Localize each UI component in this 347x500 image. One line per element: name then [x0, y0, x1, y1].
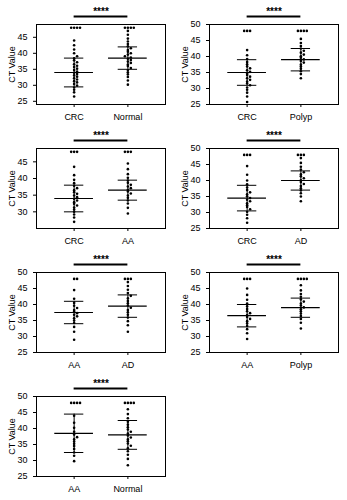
svg-text:Polyp: Polyp [290, 112, 313, 122]
svg-text:35: 35 [190, 191, 200, 201]
svg-text:40: 40 [190, 299, 200, 309]
svg-text:AA: AA [68, 484, 80, 494]
svg-text:40: 40 [17, 48, 27, 58]
svg-text:AD: AD [122, 360, 135, 370]
svg-text:30: 30 [190, 207, 200, 217]
svg-text:40: 40 [190, 51, 200, 61]
svg-text:Normal: Normal [113, 484, 142, 494]
svg-text:45: 45 [17, 407, 27, 417]
svg-text:35: 35 [190, 315, 200, 325]
svg-text:CT Value: CT Value [7, 46, 17, 83]
svg-text:50: 50 [17, 391, 27, 401]
svg-text:****: **** [266, 254, 282, 265]
svg-text:CRC: CRC [64, 112, 84, 122]
svg-text:45: 45 [17, 32, 27, 42]
svg-text:45: 45 [17, 157, 27, 167]
svg-text:CT Value: CT Value [7, 170, 17, 207]
svg-text:Polyp: Polyp [290, 360, 313, 370]
svg-text:****: **** [266, 130, 282, 141]
svg-text:35: 35 [17, 190, 27, 200]
svg-text:CT Value: CT Value [180, 170, 190, 207]
svg-text:50: 50 [17, 267, 27, 277]
svg-text:25: 25 [190, 347, 200, 357]
svg-text:****: **** [266, 6, 282, 17]
svg-text:CT Value: CT Value [7, 418, 17, 455]
svg-text:35: 35 [17, 439, 27, 449]
svg-text:40: 40 [17, 173, 27, 183]
svg-text:45: 45 [190, 35, 200, 45]
svg-text:40: 40 [190, 175, 200, 185]
svg-text:CRC: CRC [237, 236, 257, 246]
svg-text:50: 50 [190, 143, 200, 153]
svg-text:****: **** [93, 6, 109, 17]
svg-text:45: 45 [17, 283, 27, 293]
svg-text:30: 30 [17, 455, 27, 465]
svg-text:50: 50 [190, 267, 200, 277]
svg-text:****: **** [93, 378, 109, 389]
svg-text:CT Value: CT Value [180, 46, 190, 83]
svg-text:Normal: Normal [113, 112, 142, 122]
svg-text:****: **** [93, 254, 109, 265]
svg-text:CT Value: CT Value [180, 294, 190, 331]
svg-text:AA: AA [241, 360, 253, 370]
svg-text:CRC: CRC [64, 236, 84, 246]
svg-text:30: 30 [17, 207, 27, 217]
svg-text:45: 45 [190, 159, 200, 169]
svg-text:30: 30 [190, 83, 200, 93]
svg-text:25: 25 [190, 223, 200, 233]
svg-text:40: 40 [17, 299, 27, 309]
svg-text:35: 35 [17, 315, 27, 325]
svg-text:AA: AA [122, 236, 134, 246]
svg-text:25: 25 [190, 99, 200, 109]
svg-text:50: 50 [190, 19, 200, 29]
svg-text:CRC: CRC [237, 112, 257, 122]
svg-text:****: **** [93, 130, 109, 141]
svg-text:30: 30 [17, 80, 27, 90]
svg-text:25: 25 [17, 96, 27, 106]
svg-text:45: 45 [190, 283, 200, 293]
svg-text:30: 30 [17, 331, 27, 341]
svg-text:25: 25 [17, 471, 27, 481]
svg-text:40: 40 [17, 423, 27, 433]
svg-text:35: 35 [190, 67, 200, 77]
svg-text:CT Value: CT Value [7, 294, 17, 331]
svg-text:30: 30 [190, 331, 200, 341]
svg-text:35: 35 [17, 64, 27, 74]
svg-text:AA: AA [68, 360, 80, 370]
svg-text:AD: AD [295, 236, 308, 246]
svg-text:25: 25 [17, 347, 27, 357]
